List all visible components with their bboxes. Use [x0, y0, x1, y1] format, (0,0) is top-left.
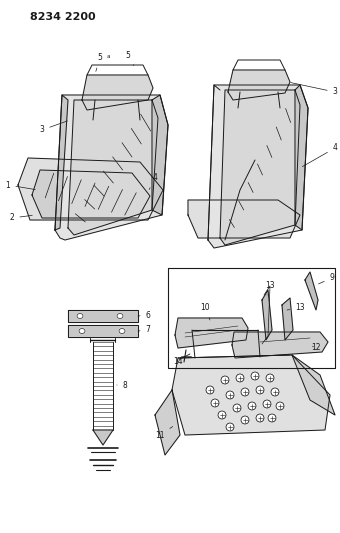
Circle shape [241, 416, 249, 424]
Circle shape [266, 374, 274, 382]
Ellipse shape [119, 328, 125, 334]
Polygon shape [262, 290, 272, 340]
Ellipse shape [79, 328, 85, 334]
Polygon shape [228, 70, 290, 100]
Polygon shape [292, 355, 335, 415]
Circle shape [226, 391, 234, 399]
Ellipse shape [117, 313, 123, 319]
Polygon shape [93, 430, 113, 445]
Text: 3: 3 [39, 121, 67, 134]
Text: 12: 12 [311, 343, 321, 352]
Circle shape [206, 386, 214, 394]
Polygon shape [232, 332, 328, 358]
Text: 9: 9 [319, 273, 335, 284]
Circle shape [236, 374, 244, 382]
Text: 5: 5 [96, 53, 102, 71]
Circle shape [268, 414, 276, 422]
Text: 7: 7 [138, 326, 150, 335]
Polygon shape [220, 90, 300, 245]
Text: 6: 6 [138, 311, 150, 319]
Circle shape [263, 400, 271, 408]
Text: 4: 4 [149, 174, 157, 190]
Polygon shape [208, 85, 308, 248]
Circle shape [256, 386, 264, 394]
Circle shape [256, 414, 264, 422]
Text: 13: 13 [287, 303, 305, 312]
Polygon shape [175, 318, 248, 348]
Text: 5: 5 [125, 51, 134, 66]
Polygon shape [295, 85, 308, 230]
Circle shape [251, 372, 259, 380]
Text: 8: 8 [117, 381, 128, 390]
Circle shape [248, 402, 256, 410]
Text: 11: 11 [155, 426, 173, 440]
Text: 4: 4 [302, 143, 337, 167]
Polygon shape [152, 95, 168, 215]
Text: 10: 10 [200, 303, 210, 320]
Circle shape [241, 388, 249, 396]
Text: a: a [106, 54, 110, 60]
Circle shape [233, 404, 241, 412]
Polygon shape [172, 355, 330, 435]
Polygon shape [305, 272, 318, 310]
Polygon shape [55, 95, 168, 240]
Polygon shape [32, 170, 150, 218]
Polygon shape [82, 75, 153, 110]
Polygon shape [18, 158, 163, 220]
Circle shape [276, 402, 284, 410]
Circle shape [221, 376, 229, 384]
Ellipse shape [77, 313, 83, 319]
Polygon shape [55, 95, 68, 230]
Circle shape [218, 411, 226, 419]
Polygon shape [188, 200, 300, 238]
Polygon shape [68, 325, 138, 337]
Polygon shape [68, 310, 138, 322]
Circle shape [271, 388, 279, 396]
Text: 13: 13 [265, 280, 275, 295]
Circle shape [226, 423, 234, 431]
Text: 8234 2200: 8234 2200 [30, 12, 96, 22]
Text: 1: 1 [6, 181, 35, 190]
Text: 2: 2 [10, 214, 32, 222]
Polygon shape [155, 390, 180, 455]
Text: 3: 3 [291, 83, 337, 96]
Polygon shape [68, 100, 158, 235]
Circle shape [211, 399, 219, 407]
Polygon shape [282, 298, 293, 340]
Text: 14: 14 [173, 358, 183, 367]
